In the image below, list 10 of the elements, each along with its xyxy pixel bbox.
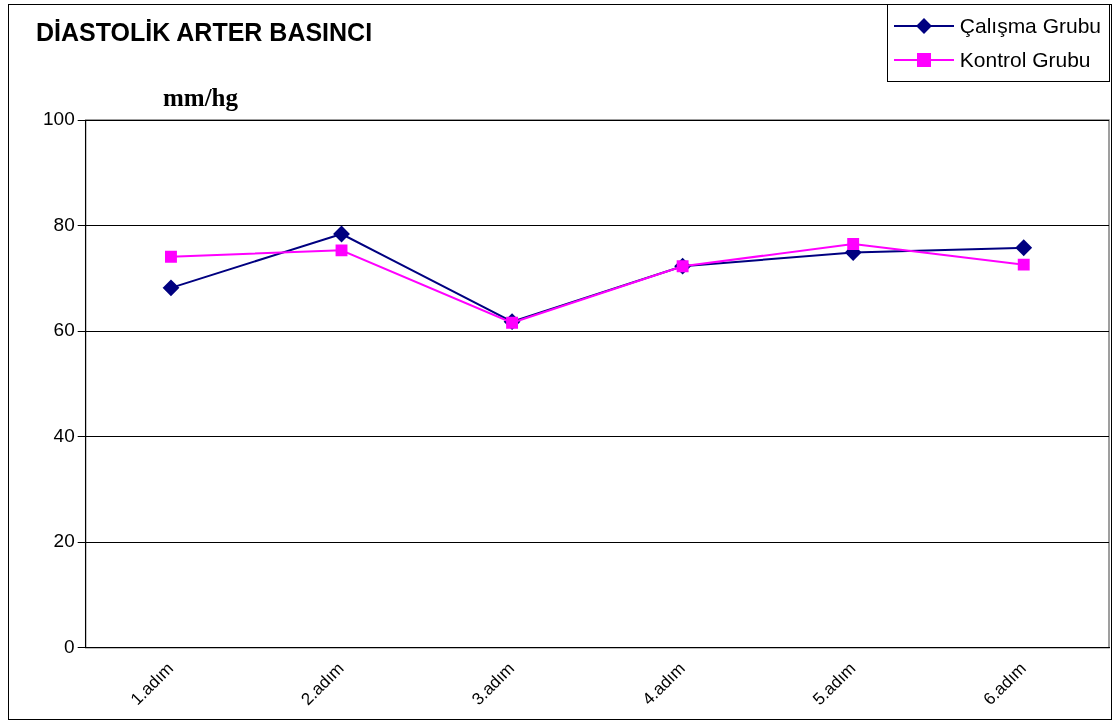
chart-title: DİASTOLİK ARTER BASINCI [36, 18, 373, 47]
y-tick-label: 0 [64, 636, 75, 658]
y-tick-label: 60 [53, 319, 75, 341]
y-tick-label: 40 [53, 424, 75, 446]
legend-label: Kontrol Grubu [959, 48, 1091, 72]
y-tick-label: 80 [53, 213, 75, 235]
y-tick-label: 100 [43, 108, 75, 130]
y-tick-label: 20 [53, 530, 75, 552]
legend-label: Çalışma Grubu [959, 14, 1101, 38]
y-axis-title: mm/hg [163, 84, 238, 112]
